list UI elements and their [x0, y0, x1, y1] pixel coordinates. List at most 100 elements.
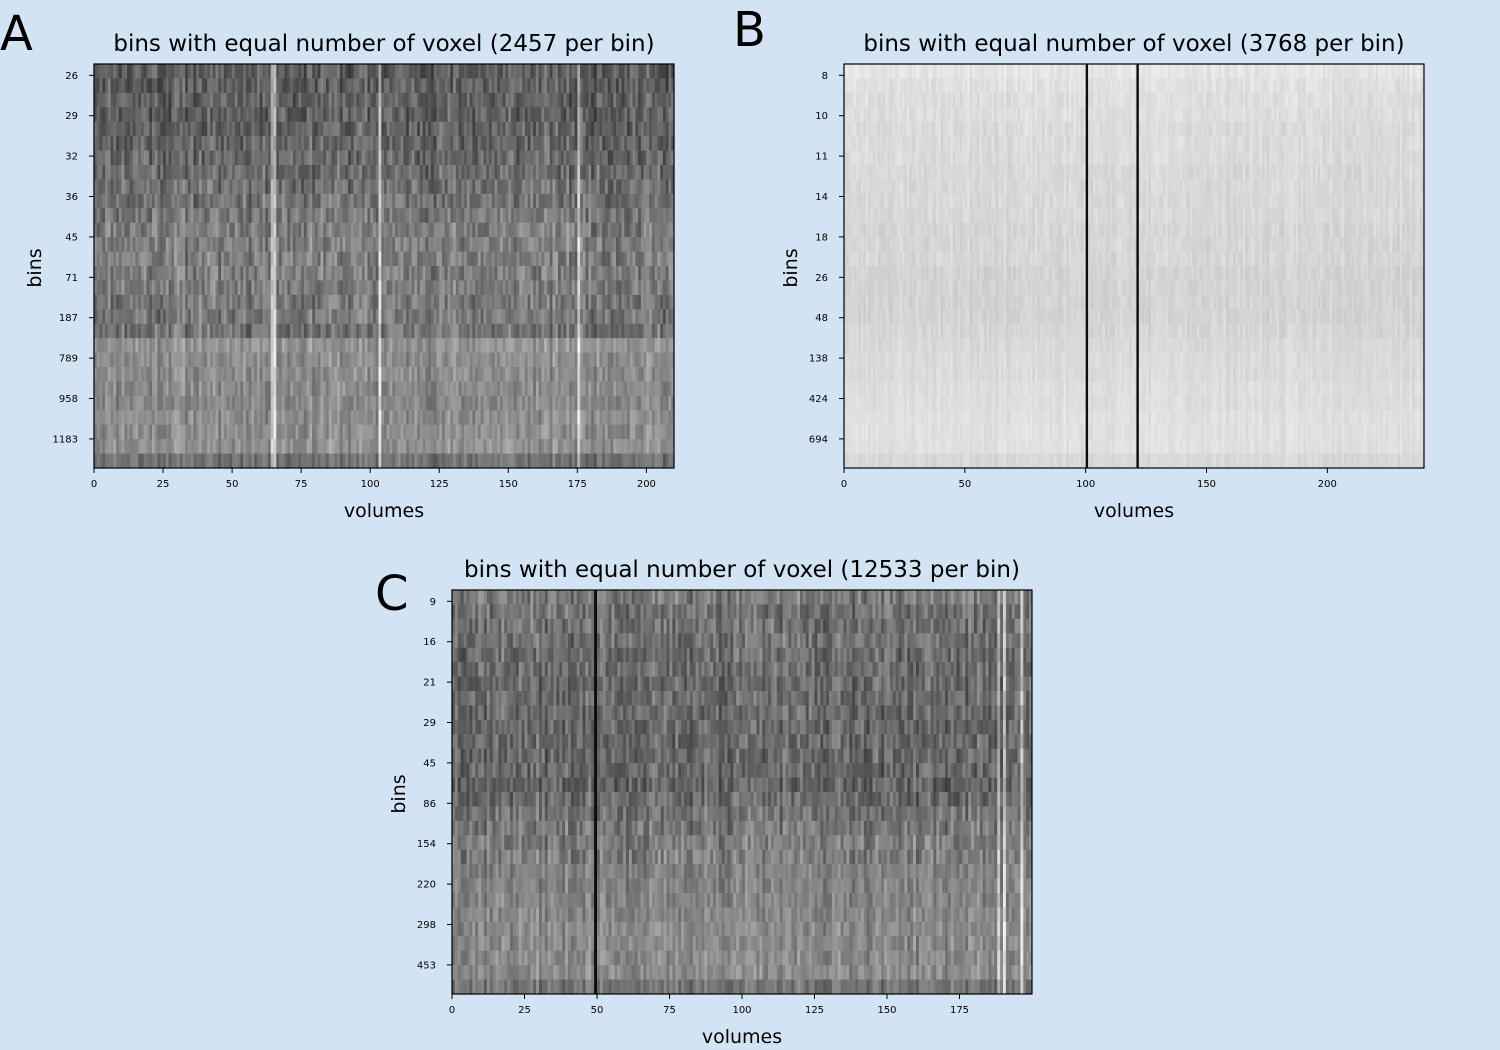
heatmap-cell: [513, 294, 517, 310]
heatmap-cell: [212, 64, 216, 79]
heatmap-cell: [229, 294, 233, 310]
heatmap-cell: [549, 352, 553, 368]
heatmap-cell: [444, 121, 448, 137]
heatmap-cell: [113, 107, 117, 123]
heatmap-cell: [240, 294, 244, 310]
heatmap-cell: [392, 64, 396, 79]
heatmap-cell: [453, 280, 457, 296]
heatmap-cell: [190, 193, 194, 209]
heatmap-cell: [560, 309, 564, 325]
heatmap-cell: [511, 352, 515, 368]
heatmap-cell: [563, 352, 567, 368]
heatmap-cell: [488, 165, 493, 180]
heatmap-cell: [149, 294, 153, 310]
heatmap-cell: [599, 323, 603, 339]
heatmap-cell: [461, 179, 465, 195]
heatmap-cell: [138, 193, 142, 209]
heatmap-cell: [635, 78, 639, 94]
heatmap-cell: [544, 266, 548, 281]
heatmap-cell: [577, 150, 581, 166]
heatmap-cell: [535, 64, 540, 79]
heatmap-cell: [538, 251, 542, 267]
heatmap-cell: [629, 208, 633, 224]
heatmap-cell: [345, 107, 349, 123]
heatmap-cell: [610, 352, 614, 368]
heatmap-cell: [323, 193, 327, 209]
heatmap-cell: [135, 367, 139, 382]
heatmap-cell: [105, 136, 109, 151]
heatmap-cell: [237, 237, 241, 252]
heatmap-cell: [422, 266, 426, 281]
heatmap-cell: [284, 92, 288, 108]
heatmap-cell: [582, 150, 587, 166]
heatmap-cell: [94, 64, 98, 79]
heatmap-cell: [96, 280, 100, 296]
heatmap-cell: [640, 193, 645, 209]
heatmap-cell: [662, 121, 667, 137]
heatmap-cell: [544, 150, 548, 166]
heatmap-cell: [425, 92, 429, 108]
heatmap-cell: [165, 78, 169, 94]
heatmap-cell: [408, 352, 413, 368]
heatmap-cell: [143, 107, 147, 123]
heatmap-cell: [596, 150, 600, 166]
heatmap-cell: [132, 193, 136, 209]
heatmap-cell: [643, 352, 647, 368]
heatmap-cell: [149, 150, 153, 166]
heatmap-cell: [210, 165, 214, 180]
heatmap-cell: [477, 323, 482, 339]
heatmap-cell: [461, 64, 465, 79]
heatmap-cell: [502, 92, 506, 108]
heatmap-cell: [618, 107, 622, 123]
heatmap-cell: [535, 323, 540, 339]
heatmap-cell: [483, 280, 487, 296]
heatmap-cell: [610, 237, 614, 252]
heatmap-cell: [604, 92, 609, 108]
heatmap-cell: [464, 136, 468, 151]
heatmap-cell: [649, 367, 653, 382]
heatmap-cell: [190, 381, 194, 397]
heatmap-cell: [281, 338, 285, 353]
heatmap-cell: [174, 64, 178, 79]
heatmap-cell: [223, 64, 227, 79]
heatmap-cell: [660, 165, 664, 180]
heatmap-cell: [643, 309, 647, 325]
heatmap-cell: [508, 193, 512, 209]
heatmap-cell: [279, 280, 283, 296]
heatmap-cell: [265, 64, 269, 79]
heatmap-cell: [337, 92, 341, 108]
heatmap-cell: [411, 338, 415, 353]
heatmap-cell: [533, 193, 537, 209]
heatmap-cell: [419, 352, 424, 368]
heatmap-cell: [254, 208, 258, 224]
heatmap-cell: [262, 136, 266, 151]
heatmap-cell: [375, 208, 379, 224]
heatmap-cell: [466, 395, 471, 411]
heatmap-cell: [417, 107, 421, 123]
heatmap-cell: [303, 323, 308, 339]
heatmap-cell: [643, 323, 647, 339]
heatmap-cell: [494, 92, 498, 108]
heatmap-cell: [306, 294, 310, 310]
heatmap-cell: [569, 237, 573, 252]
heatmap-cell: [397, 381, 401, 397]
heatmap-cell: [105, 395, 109, 411]
heatmap-cell: [411, 107, 415, 123]
heatmap-cell: [425, 179, 429, 195]
heatmap-cell: [541, 165, 545, 180]
heatmap-cell: [215, 150, 219, 166]
heatmap-cell: [176, 352, 181, 368]
heatmap-cell: [538, 294, 542, 310]
heatmap-cell: [268, 323, 272, 339]
heatmap-cell: [348, 92, 352, 108]
heatmap-cell: [596, 179, 600, 195]
heatmap-cell: [174, 395, 178, 411]
heatmap-cell: [610, 367, 614, 382]
heatmap-cell: [287, 323, 291, 339]
heatmap-cell: [591, 92, 595, 108]
heatmap-cell: [549, 222, 553, 238]
heatmap-cell: [185, 150, 189, 166]
heatmap-cell: [176, 338, 181, 353]
heatmap-cell: [566, 294, 570, 310]
heatmap-cell: [163, 395, 167, 411]
